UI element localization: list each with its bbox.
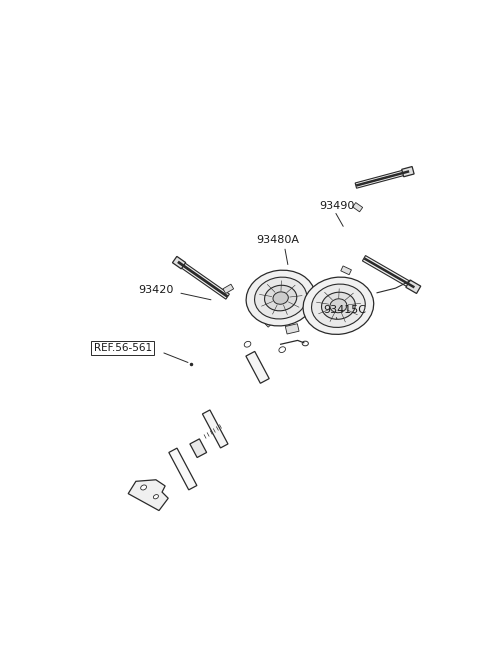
Polygon shape bbox=[411, 0, 421, 14]
Ellipse shape bbox=[312, 284, 365, 328]
Ellipse shape bbox=[303, 277, 374, 335]
Polygon shape bbox=[128, 479, 168, 510]
Ellipse shape bbox=[322, 292, 355, 319]
Polygon shape bbox=[149, 623, 192, 655]
Polygon shape bbox=[223, 650, 226, 654]
Ellipse shape bbox=[302, 341, 308, 346]
Polygon shape bbox=[169, 448, 197, 490]
Polygon shape bbox=[406, 280, 421, 293]
Polygon shape bbox=[205, 627, 220, 641]
Polygon shape bbox=[362, 255, 416, 290]
Polygon shape bbox=[201, 611, 244, 652]
Polygon shape bbox=[225, 648, 228, 652]
Polygon shape bbox=[214, 636, 235, 655]
Text: 93480A: 93480A bbox=[256, 235, 299, 246]
Polygon shape bbox=[228, 646, 231, 650]
Ellipse shape bbox=[154, 495, 158, 499]
Polygon shape bbox=[263, 312, 278, 327]
Polygon shape bbox=[223, 284, 234, 293]
Text: REF.56-561: REF.56-561 bbox=[94, 343, 152, 353]
Text: 93490: 93490 bbox=[319, 200, 355, 211]
Ellipse shape bbox=[254, 277, 307, 319]
Ellipse shape bbox=[273, 292, 288, 304]
Polygon shape bbox=[285, 324, 299, 334]
Ellipse shape bbox=[246, 270, 315, 326]
Ellipse shape bbox=[244, 341, 251, 347]
Polygon shape bbox=[355, 168, 410, 188]
Text: 93420: 93420 bbox=[138, 286, 174, 295]
Polygon shape bbox=[341, 266, 351, 274]
Polygon shape bbox=[203, 410, 228, 448]
Text: 93415C: 93415C bbox=[323, 305, 366, 314]
Polygon shape bbox=[134, 612, 203, 655]
Polygon shape bbox=[172, 256, 186, 269]
Polygon shape bbox=[190, 439, 206, 458]
Polygon shape bbox=[208, 620, 237, 642]
Ellipse shape bbox=[264, 286, 297, 311]
Polygon shape bbox=[402, 166, 414, 177]
Polygon shape bbox=[160, 637, 219, 655]
Ellipse shape bbox=[141, 485, 146, 490]
Ellipse shape bbox=[279, 346, 286, 352]
Polygon shape bbox=[353, 202, 363, 212]
Ellipse shape bbox=[330, 299, 347, 312]
Polygon shape bbox=[176, 259, 229, 299]
Polygon shape bbox=[162, 629, 184, 648]
Polygon shape bbox=[246, 351, 269, 383]
